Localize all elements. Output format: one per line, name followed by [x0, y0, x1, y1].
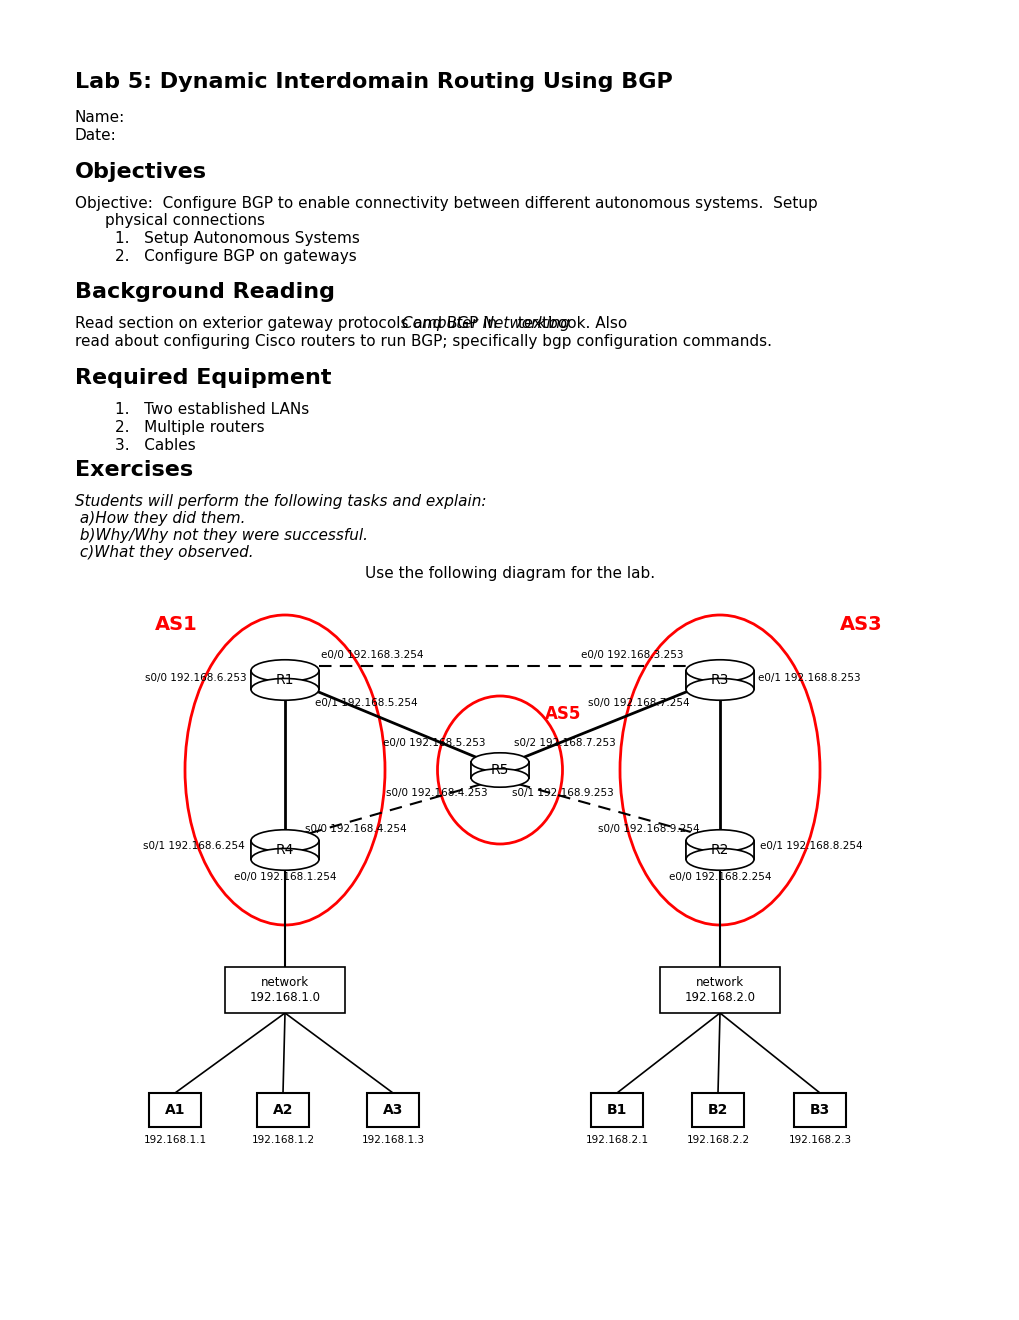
Text: R2: R2: [710, 843, 729, 857]
Text: B3: B3: [809, 1104, 829, 1117]
Text: 192.168.2.3: 192.168.2.3: [788, 1135, 851, 1144]
Polygon shape: [471, 762, 529, 777]
Text: Name:: Name:: [75, 110, 125, 125]
Ellipse shape: [251, 678, 319, 700]
Text: Lab 5: Dynamic Interdomain Routing Using BGP: Lab 5: Dynamic Interdomain Routing Using…: [75, 73, 673, 92]
Text: R5: R5: [490, 763, 508, 777]
Text: 2.   Configure BGP on gateways: 2. Configure BGP on gateways: [115, 249, 357, 264]
Polygon shape: [686, 671, 753, 689]
Text: 192.168.1.2: 192.168.1.2: [252, 1135, 314, 1144]
Ellipse shape: [471, 768, 529, 787]
Text: e0/1 192.168.8.254: e0/1 192.168.8.254: [759, 841, 862, 851]
Text: Read section on exterior gateway protocols and BGP in: Read section on exterior gateway protoco…: [75, 315, 501, 331]
Text: B1: B1: [606, 1104, 627, 1117]
Text: Use the following diagram for the lab.: Use the following diagram for the lab.: [365, 566, 654, 581]
Text: A2: A2: [272, 1104, 293, 1117]
FancyBboxPatch shape: [257, 1093, 309, 1127]
Text: s0/1 192.168.9.253: s0/1 192.168.9.253: [512, 788, 613, 799]
FancyBboxPatch shape: [691, 1093, 743, 1127]
Text: e0/0 192.168.3.253: e0/0 192.168.3.253: [581, 649, 684, 660]
Text: Computer Networking: Computer Networking: [401, 315, 569, 331]
Text: AS5: AS5: [544, 705, 581, 723]
Text: Required Equipment: Required Equipment: [75, 368, 331, 388]
Text: 192.168.1.3: 192.168.1.3: [361, 1135, 424, 1144]
Text: s0/0 192.168.4.254: s0/0 192.168.4.254: [305, 824, 407, 834]
Text: network
192.168.2.0: network 192.168.2.0: [684, 975, 755, 1005]
Text: s0/1 192.168.6.254: s0/1 192.168.6.254: [143, 841, 245, 851]
Text: Background Reading: Background Reading: [75, 282, 334, 302]
Text: e0/0 192.168.2.254: e0/0 192.168.2.254: [668, 873, 770, 882]
Text: AS1: AS1: [155, 615, 198, 634]
Ellipse shape: [686, 849, 753, 870]
Text: R4: R4: [275, 843, 293, 857]
Text: s0/2 192.168.7.253: s0/2 192.168.7.253: [514, 738, 615, 748]
Text: e0/0 192.168.5.253: e0/0 192.168.5.253: [383, 738, 485, 748]
Text: e0/0 192.168.1.254: e0/0 192.168.1.254: [233, 873, 336, 882]
Text: Date:: Date:: [75, 128, 116, 143]
FancyBboxPatch shape: [590, 1093, 642, 1127]
Text: AS3: AS3: [840, 615, 881, 634]
Text: 192.168.2.2: 192.168.2.2: [686, 1135, 749, 1144]
Ellipse shape: [686, 678, 753, 700]
Text: s0/0 192.168.6.253: s0/0 192.168.6.253: [146, 673, 247, 682]
Text: physical connections: physical connections: [105, 213, 265, 228]
Text: Objectives: Objectives: [75, 162, 207, 182]
Text: B2: B2: [707, 1104, 728, 1117]
Ellipse shape: [251, 830, 319, 851]
FancyBboxPatch shape: [149, 1093, 201, 1127]
Text: Students will perform the following tasks and explain:: Students will perform the following task…: [75, 494, 486, 510]
Text: 3.   Cables: 3. Cables: [115, 438, 196, 453]
Text: 1.   Setup Autonomous Systems: 1. Setup Autonomous Systems: [115, 231, 360, 246]
Ellipse shape: [686, 830, 753, 851]
Text: e0/1 192.168.5.254: e0/1 192.168.5.254: [315, 698, 417, 708]
Text: read about configuring Cisco routers to run BGP; specifically bgp configuration : read about configuring Cisco routers to …: [75, 334, 771, 348]
Text: 2.   Multiple routers: 2. Multiple routers: [115, 420, 264, 436]
Text: e0/1 192.168.8.253: e0/1 192.168.8.253: [757, 673, 860, 682]
Text: Exercises: Exercises: [75, 459, 193, 480]
FancyBboxPatch shape: [367, 1093, 419, 1127]
Text: 1.   Two established LANs: 1. Two established LANs: [115, 403, 309, 417]
Text: R1: R1: [275, 673, 293, 686]
Text: a)How they did them.: a)How they did them.: [75, 511, 246, 525]
Polygon shape: [251, 841, 319, 859]
Text: c)What they observed.: c)What they observed.: [75, 545, 254, 560]
Text: 192.168.1.1: 192.168.1.1: [144, 1135, 207, 1144]
Text: e0/0 192.168.3.254: e0/0 192.168.3.254: [321, 649, 423, 660]
Polygon shape: [251, 671, 319, 689]
Text: b)Why/Why not they were successful.: b)Why/Why not they were successful.: [75, 528, 368, 543]
Polygon shape: [686, 841, 753, 859]
Text: 192.168.2.1: 192.168.2.1: [585, 1135, 648, 1144]
Text: s0/0 192.168.4.253: s0/0 192.168.4.253: [386, 788, 487, 799]
FancyBboxPatch shape: [659, 968, 780, 1012]
Text: Objective:  Configure BGP to enable connectivity between different autonomous sy: Objective: Configure BGP to enable conne…: [75, 195, 817, 211]
Text: R3: R3: [710, 673, 729, 686]
Text: network
192.168.1.0: network 192.168.1.0: [250, 975, 320, 1005]
Text: s0/0 192.168.7.254: s0/0 192.168.7.254: [588, 698, 689, 708]
Ellipse shape: [471, 752, 529, 771]
Text: A1: A1: [165, 1104, 185, 1117]
Ellipse shape: [686, 660, 753, 681]
Text: s0/0 192.168.9.254: s0/0 192.168.9.254: [598, 824, 699, 834]
Ellipse shape: [251, 849, 319, 870]
Ellipse shape: [251, 660, 319, 681]
Text: textbook. Also: textbook. Also: [513, 315, 627, 331]
FancyBboxPatch shape: [225, 968, 344, 1012]
FancyBboxPatch shape: [793, 1093, 845, 1127]
Text: A3: A3: [382, 1104, 403, 1117]
